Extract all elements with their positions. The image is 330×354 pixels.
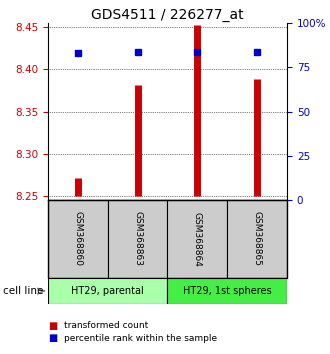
Text: HT29, parental: HT29, parental xyxy=(71,286,144,296)
Text: GSM368864: GSM368864 xyxy=(193,211,202,267)
Text: transformed count: transformed count xyxy=(64,321,148,330)
Title: GDS4511 / 226277_at: GDS4511 / 226277_at xyxy=(91,8,244,22)
Text: GSM368865: GSM368865 xyxy=(253,211,262,267)
Text: ■: ■ xyxy=(48,333,57,343)
Bar xyxy=(168,200,227,278)
Text: percentile rank within the sample: percentile rank within the sample xyxy=(64,333,217,343)
Bar xyxy=(227,200,287,278)
Text: cell line: cell line xyxy=(3,286,44,296)
Bar xyxy=(48,278,168,304)
Text: HT29, 1st spheres: HT29, 1st spheres xyxy=(183,286,272,296)
Bar xyxy=(168,278,287,304)
Text: ■: ■ xyxy=(48,321,57,331)
Bar xyxy=(108,200,167,278)
Bar xyxy=(48,200,108,278)
Text: GSM368860: GSM368860 xyxy=(73,211,82,267)
Text: GSM368863: GSM368863 xyxy=(133,211,142,267)
